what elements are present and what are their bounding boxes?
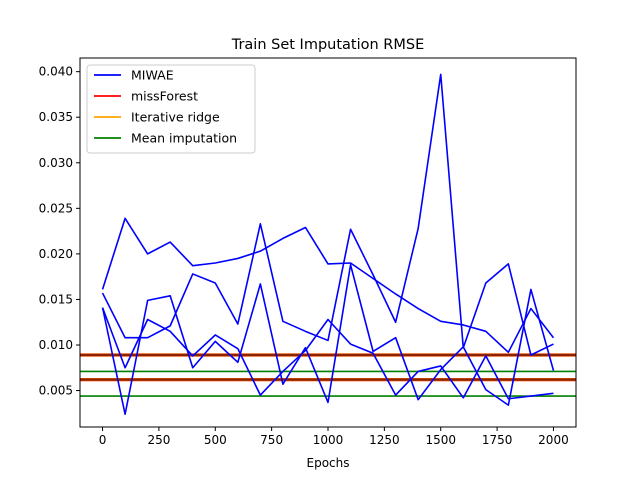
x-tick-label: 750 xyxy=(260,433,283,447)
y-tick-label: 0.040 xyxy=(39,65,73,79)
miwae-series-line-3 xyxy=(101,264,555,416)
x-tick-label: 1750 xyxy=(482,433,513,447)
miwae-series-line-1 xyxy=(101,217,555,354)
legend-label: Mean imputation xyxy=(131,131,237,146)
x-tick-label: 1250 xyxy=(369,433,400,447)
x-axis-label: Epochs xyxy=(307,456,350,470)
x-tick-label: 2000 xyxy=(538,433,569,447)
y-tick-label: 0.015 xyxy=(39,292,73,306)
x-tick-label: 500 xyxy=(204,433,227,447)
x-tick-label: 0 xyxy=(99,433,107,447)
x-tick-label: 1000 xyxy=(313,433,344,447)
chart-title: Train Set Imputation RMSE xyxy=(231,37,425,53)
legend: MIWAE missForest Iterative ridge Mean imput… xyxy=(86,64,256,154)
x-tick-label: 250 xyxy=(147,433,170,447)
y-tick-label: 0.020 xyxy=(39,247,73,261)
legend-label: MIWAE xyxy=(131,68,174,83)
miwae-series-line-4 xyxy=(101,307,554,400)
legend-label: missForest xyxy=(131,89,198,104)
y-tick-label: 0.035 xyxy=(39,110,73,124)
y-tick-label: 0.005 xyxy=(39,384,73,398)
x-tick-label: 1500 xyxy=(425,433,456,447)
y-tick-label: 0.010 xyxy=(39,338,73,352)
legend-box xyxy=(86,64,256,154)
plot-area: 0 250 500 750 1000 1250 1500 1750 2000 0.005 0.010… xyxy=(39,57,577,447)
y-tick-label: 0.025 xyxy=(39,201,73,215)
y-tick-label: 0.030 xyxy=(39,156,73,170)
miwae-series-line-2 xyxy=(101,73,554,356)
legend-label: Iterative ridge xyxy=(131,110,220,125)
data-layer xyxy=(80,73,576,416)
